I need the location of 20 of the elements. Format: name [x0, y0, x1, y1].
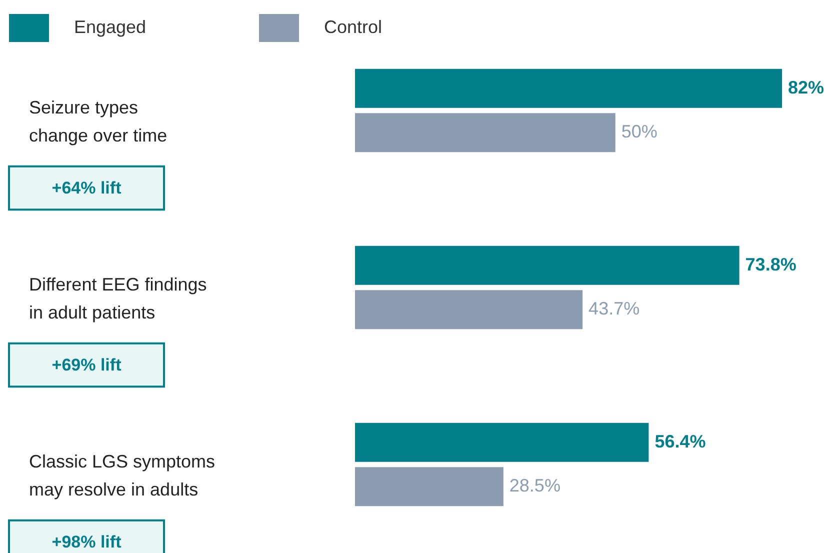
text: +69% lift: [52, 355, 122, 374]
data-label: 73.8%: [745, 254, 796, 274]
data-label: 43.7%: [588, 298, 640, 319]
data-label: 50%: [621, 122, 658, 142]
bar: [355, 113, 616, 152]
bar: [355, 246, 740, 285]
y-tick-label: Seizure types change over time: [29, 98, 168, 146]
legend-label: Engaged: [74, 17, 146, 37]
bar: [355, 68, 782, 108]
bar: [355, 290, 583, 330]
y-tick-label: Different EEG findings in adult patients: [29, 274, 207, 322]
legend-label: Control: [324, 17, 382, 37]
data-label: 56.4%: [654, 431, 706, 452]
bar: [355, 467, 504, 506]
y-tick-label: Classic LGS symptoms may resolve in adults: [29, 452, 216, 500]
text: +98% lift: [52, 532, 122, 552]
text: +64% lift: [52, 178, 122, 198]
data-label: 28.5%: [509, 476, 560, 496]
data-label: 82%: [788, 77, 824, 98]
bar: [355, 422, 649, 462]
